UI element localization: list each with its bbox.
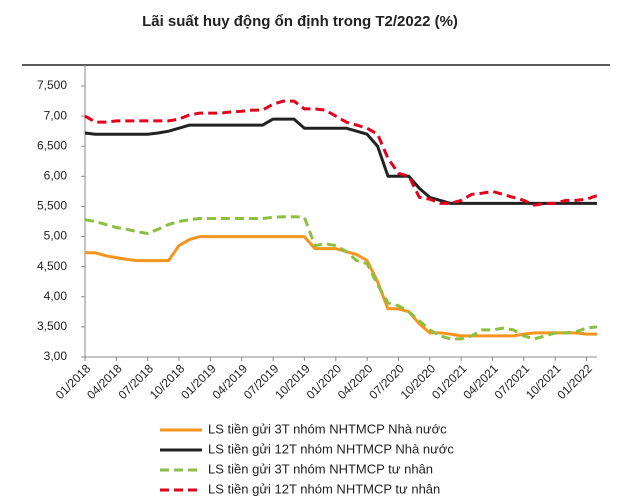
y-tick-label: 5,00 [44,229,68,243]
series-line [85,235,597,338]
legend-label: LS tiền gửi 3T nhóm NHTMCP tư nhân [208,461,433,476]
series-line [84,215,598,341]
legend-label: LS tiền gửi 12T nhóm NHTMCP tư nhân [208,481,440,496]
y-tick-label: 4,00 [44,289,68,303]
y-tick-label: 6,500 [37,138,67,152]
chart-title: Lãi suất huy động ổn định trong T2/2022 … [142,13,458,30]
y-tick-label: 3,500 [37,319,67,333]
y-tick-label: 5,500 [37,199,67,213]
y-tick-label: 7,500 [37,78,67,92]
y-tick-label: 7,00 [44,108,68,122]
y-tick-label: 3,00 [44,349,68,363]
legend-label: LS tiền gửi 3T nhóm NHTMCP Nhà nước [208,421,447,436]
y-tick-label: 4,500 [37,259,67,273]
legend-label: LS tiền gửi 12T nhóm NHTMCP Nhà nước [208,441,454,456]
series-line [84,99,598,207]
series-line [84,117,597,205]
x-tick-label: 01/2022 [554,361,595,402]
y-tick-label: 6,00 [44,169,68,183]
